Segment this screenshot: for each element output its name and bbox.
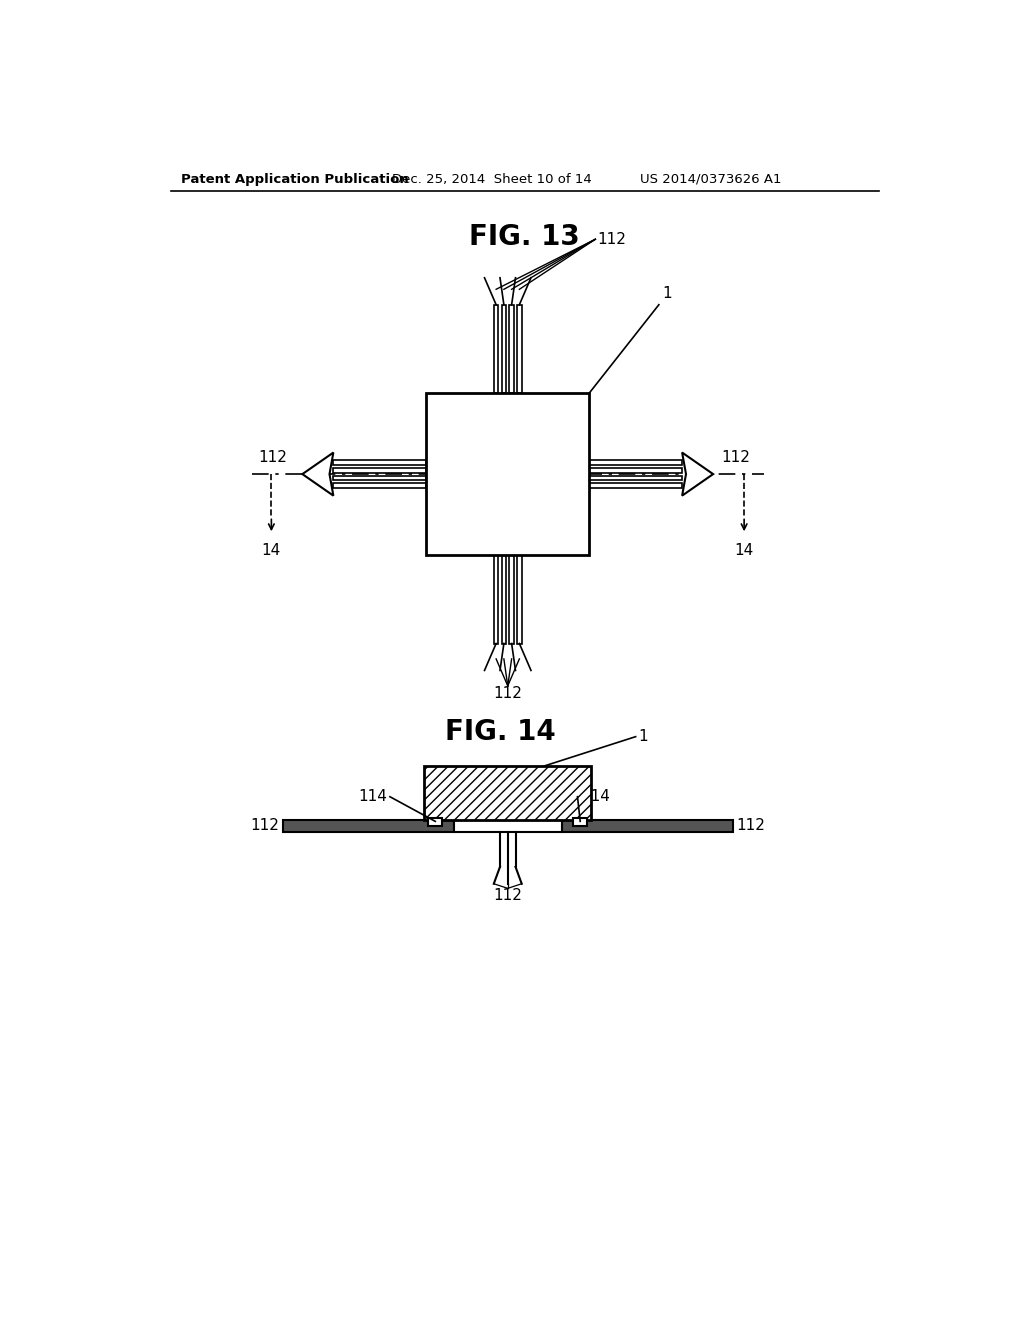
Bar	[589, 461, 682, 465]
Text: 1: 1	[639, 729, 648, 744]
Bar	[334, 483, 426, 488]
Bar	[334, 469, 426, 473]
Bar	[562, 820, 732, 832]
Bar	[517, 554, 521, 644]
Text: 114: 114	[582, 789, 610, 804]
Bar	[454, 820, 562, 832]
Bar	[589, 483, 682, 488]
Bar	[589, 475, 682, 480]
Bar	[502, 554, 506, 644]
Text: 112: 112	[494, 686, 522, 701]
Polygon shape	[302, 453, 334, 496]
Text: 112: 112	[721, 450, 750, 465]
Bar	[424, 766, 591, 820]
Bar	[428, 818, 442, 826]
Bar	[283, 820, 454, 832]
Text: FIG. 13: FIG. 13	[469, 223, 581, 251]
Text: 1: 1	[663, 286, 673, 301]
Text: 14: 14	[262, 544, 281, 558]
Bar	[502, 305, 506, 393]
Text: 112: 112	[736, 818, 765, 833]
Text: 112: 112	[258, 450, 287, 465]
Text: FIG. 14: FIG. 14	[444, 718, 555, 746]
Bar	[426, 393, 589, 554]
Text: 112: 112	[597, 232, 626, 247]
Bar	[509, 554, 514, 644]
Bar	[573, 818, 587, 826]
Bar	[509, 305, 514, 393]
Text: 112: 112	[494, 888, 522, 903]
Bar	[494, 305, 499, 393]
Text: Patent Application Publication: Patent Application Publication	[180, 173, 409, 186]
Text: Dec. 25, 2014  Sheet 10 of 14: Dec. 25, 2014 Sheet 10 of 14	[391, 173, 591, 186]
Bar	[589, 469, 682, 473]
Bar	[334, 475, 426, 480]
Bar	[334, 461, 426, 465]
Text: 112: 112	[250, 818, 280, 833]
Text: 114: 114	[358, 789, 388, 804]
Text: US 2014/0373626 A1: US 2014/0373626 A1	[640, 173, 781, 186]
Bar	[494, 554, 499, 644]
Bar	[517, 305, 521, 393]
Polygon shape	[682, 453, 713, 496]
Text: 14: 14	[734, 544, 754, 558]
